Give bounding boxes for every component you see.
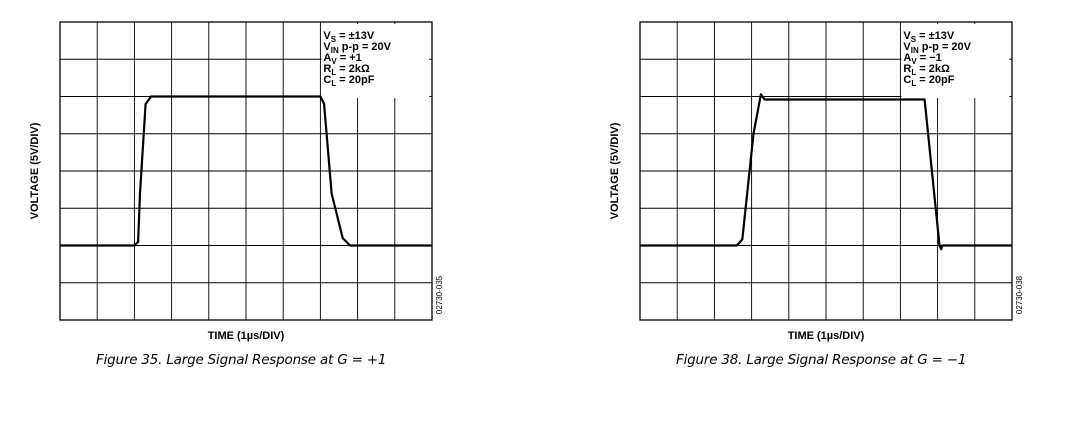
x-axis-label: TIME (1µs/DIV) bbox=[208, 330, 285, 342]
condition-label: RL = 2kΩ bbox=[903, 63, 950, 77]
condition-label: RL = 2kΩ bbox=[323, 63, 370, 77]
caption-figure-35: Figure 35. Large Signal Response at G = … bbox=[96, 352, 387, 368]
condition-label: VIN p-p = 20V bbox=[323, 41, 391, 55]
condition-label: VS = ±13V bbox=[323, 30, 374, 44]
conditions-box bbox=[321, 24, 430, 98]
figure-code: 02730-035 bbox=[435, 275, 444, 314]
signal-trace bbox=[640, 93, 1012, 251]
condition-label: CL = 20pF bbox=[903, 74, 954, 88]
caption-figure-38: Figure 38. Large Signal Response at G = … bbox=[676, 352, 967, 368]
condition-label: AV = −1 bbox=[903, 52, 941, 66]
condition-label: AV = +1 bbox=[323, 52, 361, 66]
condition-label: VS = ±13V bbox=[903, 30, 954, 44]
condition-label: CL = 20pF bbox=[323, 74, 374, 88]
conditions-box bbox=[901, 24, 1010, 98]
figure-35: VS = ±13V VIN p-p = 20V AV = +1 RL = 2kΩ CL … bbox=[0, 0, 540, 433]
plot-frame bbox=[639, 21, 1013, 321]
x-axis-label: TIME (1µs/DIV) bbox=[788, 330, 865, 342]
y-axis-label: VOLTAGE (5V/DIV) bbox=[29, 122, 41, 219]
signal-trace bbox=[60, 95, 432, 247]
plot-frame bbox=[59, 21, 433, 321]
figure-38: VS = ±13V VIN p-p = 20V AV = −1 RL = 2kΩ CL … bbox=[580, 0, 1083, 433]
figure-code: 02730-038 bbox=[1015, 275, 1024, 314]
y-axis-label: VOLTAGE (5V/DIV) bbox=[609, 122, 621, 219]
condition-label: VIN p-p = 20V bbox=[903, 41, 971, 55]
